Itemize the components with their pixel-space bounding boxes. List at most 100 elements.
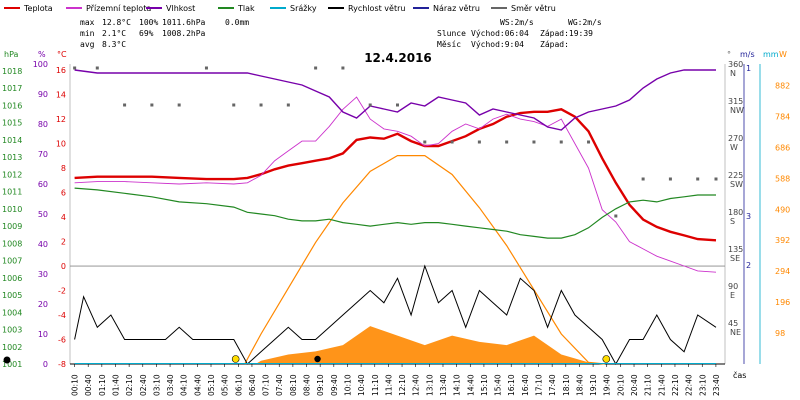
dir-tick-label-6: E (730, 291, 735, 300)
solar-tick-7: 196 (775, 298, 790, 307)
solar-tick-4: 490 (775, 205, 790, 214)
legend-label-4: Srážky (290, 4, 317, 13)
wind-dir-point-14 (450, 140, 454, 144)
wind-dir-point-20 (614, 214, 618, 218)
x-tick-12: 06:10 (234, 374, 243, 396)
temp-tick-9: 10 (56, 140, 66, 149)
series-line-3 (74, 187, 716, 239)
hum-tick-8: 80 (38, 120, 48, 129)
hum-tick-0: 0 (43, 360, 48, 369)
x-tick-27: 13:40 (439, 374, 448, 396)
press-tick-10: 1011 (2, 188, 22, 197)
solar-tick-5: 392 (775, 236, 790, 245)
press-tick-0: 1001 (2, 360, 22, 369)
dir-tick-value-2: 270 (728, 134, 743, 143)
ms-tick-0: 1 (746, 64, 751, 73)
stats-block: max 12.8°C 100% 1011.6hPa 0.0mm min 2.1°… (80, 18, 249, 49)
temp-tick-12: 16 (56, 66, 66, 75)
unit-degree: ° (727, 50, 731, 59)
press-tick-14: 1015 (2, 119, 22, 128)
dir-tick-label-1: NW (730, 106, 744, 115)
x-tick-11: 05:40 (221, 374, 230, 396)
temp-tick-2: -4 (58, 311, 66, 320)
hum-tick-2: 20 (38, 300, 48, 309)
temp-tick-5: 2 (61, 238, 66, 247)
x-tick-36: 18:10 (562, 374, 571, 396)
moonrise-marker (314, 355, 321, 363)
dir-tick-value-3: 225 (728, 171, 743, 180)
wind-dir-point-8 (286, 103, 290, 107)
stat-min-hum: 69% (139, 29, 154, 38)
solar-theoretical-line (244, 155, 605, 365)
wind-dir-point-17 (532, 140, 536, 144)
press-tick-11: 1012 (2, 170, 22, 179)
x-tick-22: 11:10 (371, 374, 380, 396)
x-tick-39: 19:40 (603, 374, 612, 396)
x-tick-15: 07:40 (275, 374, 284, 396)
x-tick-26: 13:10 (425, 374, 434, 396)
solar-tick-0: 882 (775, 81, 790, 90)
x-tick-13: 06:40 (248, 374, 257, 396)
wind-gust-info: WG:2m/s (568, 18, 602, 27)
x-tick-17: 08:40 (303, 374, 312, 396)
wind-speed-info: WS:2m/s (500, 18, 534, 27)
x-tick-20: 10:10 (343, 374, 352, 396)
unit-ms: m/s (740, 50, 755, 59)
legend-label-3: Tlak (237, 4, 255, 13)
dir-tick-label-2: W (730, 143, 738, 152)
unit-celsius: °C (57, 50, 67, 59)
plot-area (3, 64, 726, 366)
solar-actual-area (255, 326, 597, 364)
wind-dir-point-23 (696, 177, 700, 181)
x-tick-0: 00:10 (71, 374, 80, 396)
wind-dir-point-19 (587, 140, 591, 144)
x-tick-6: 03:10 (152, 374, 161, 396)
press-tick-15: 1016 (2, 101, 22, 110)
temp-tick-7: 6 (61, 189, 66, 198)
x-tick-23: 11:40 (384, 374, 393, 396)
x-tick-7: 03:40 (166, 374, 175, 396)
wind-dir-point-4 (177, 103, 181, 107)
stat-min-temp: 2.1°C (102, 29, 126, 38)
unit-percent: % (38, 50, 46, 59)
sunrise-marker (231, 355, 240, 363)
stat-avg-label: avg (80, 40, 95, 49)
x-tick-38: 19:10 (589, 374, 598, 396)
press-tick-1: 1002 (2, 343, 22, 352)
unit-watt: W (779, 50, 787, 59)
legend-label-2: Vlhkost (166, 4, 195, 13)
solar-tick-2: 686 (775, 143, 790, 152)
press-tick-7: 1008 (2, 239, 22, 248)
x-tick-1: 00:40 (84, 374, 93, 396)
press-tick-17: 1018 (2, 67, 22, 76)
temp-tick-4: 0 (61, 262, 66, 271)
legend-label-7: Směr větru (511, 4, 556, 13)
hum-tick-7: 70 (38, 150, 48, 159)
hum-tick-5: 50 (38, 210, 48, 219)
x-tick-42: 21:10 (644, 374, 653, 396)
moonrise-time: Východ:9:04 (471, 40, 524, 49)
stat-max-temp: 12.8°C (102, 18, 131, 27)
series-line-0 (74, 108, 717, 242)
legend-label-0: Teplota (23, 4, 53, 13)
sunset-marker (602, 355, 611, 363)
sunset-time: Západ:19:39 (540, 29, 593, 38)
x-tick-40: 20:10 (616, 374, 625, 396)
wind-dir-point-3 (150, 103, 154, 107)
dir-tick-value-0: 360 (728, 60, 743, 69)
dir-tick-label-0: N (730, 69, 736, 78)
x-tick-24: 12:10 (398, 374, 407, 396)
ms-tick-2: 3 (746, 212, 751, 221)
axis-units: hPa % °C ° m/s mm W čas (4, 50, 787, 380)
x-tick-21: 10:40 (357, 374, 366, 396)
press-tick-9: 1010 (2, 205, 22, 214)
x-tick-4: 02:10 (125, 374, 134, 396)
hum-tick-6: 60 (38, 180, 48, 189)
solar-tick-1: 784 (775, 112, 790, 121)
x-tick-3: 01:40 (111, 374, 120, 396)
dir-tick-label-4: S (730, 217, 735, 226)
x-tick-41: 20:40 (630, 374, 639, 396)
unit-mm: mm (763, 50, 779, 59)
x-tick-33: 16:40 (521, 374, 530, 396)
